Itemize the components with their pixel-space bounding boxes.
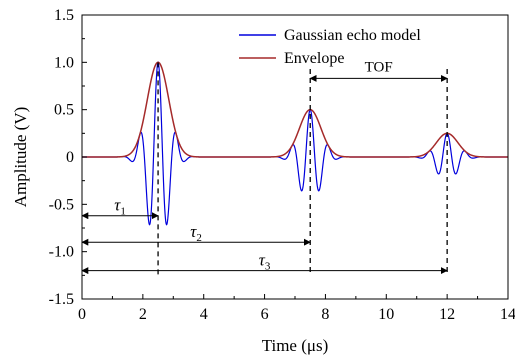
y-tick-label: -1.0 xyxy=(49,244,74,261)
series-line-envelope xyxy=(82,61,508,158)
plot-content xyxy=(82,61,508,226)
x-tick-label: 4 xyxy=(200,306,208,323)
y-axis-label: Amplitude (V) xyxy=(11,107,30,208)
x-tick-label: 14 xyxy=(500,306,515,323)
y-tick-label: 0 xyxy=(66,149,74,166)
x-tick-label: 2 xyxy=(139,306,147,323)
y-tick-label: -1.5 xyxy=(49,291,74,308)
tau-label-2: τ2 xyxy=(190,222,202,244)
x-tick-label: 12 xyxy=(439,306,455,323)
series-line-gaussian-echo-model xyxy=(82,61,508,226)
y-tick-label: 0.5 xyxy=(54,102,74,119)
annotations: TOF τ1 τ2 τ3 xyxy=(81,59,448,276)
x-tick-label: 0 xyxy=(78,306,86,323)
tof-label: TOF xyxy=(365,59,393,75)
x-axis-label: Time (μs) xyxy=(262,336,329,355)
legend-label-envelope: Envelope xyxy=(284,50,344,67)
axis-ticks xyxy=(81,14,509,300)
legend: Gaussian echo model Envelope xyxy=(239,27,421,67)
y-tick-label: 1.0 xyxy=(54,54,74,71)
x-tick-label: 6 xyxy=(261,306,269,323)
legend-label-gaussian-echo-model: Gaussian echo model xyxy=(284,27,421,44)
tau-label-3: τ3 xyxy=(259,251,271,273)
y-tick-label: 1.5 xyxy=(54,7,74,24)
x-tick-label: 8 xyxy=(321,306,329,323)
x-tick-label: 10 xyxy=(378,306,394,323)
tau-label-1: τ1 xyxy=(114,196,126,218)
axis-tick-labels: 0 2 4 6 8 10 12 14 -1.5 -1.0 -0.5 0 0.5 1.0 1.5 xyxy=(49,7,515,323)
y-tick-label: -0.5 xyxy=(49,196,74,213)
